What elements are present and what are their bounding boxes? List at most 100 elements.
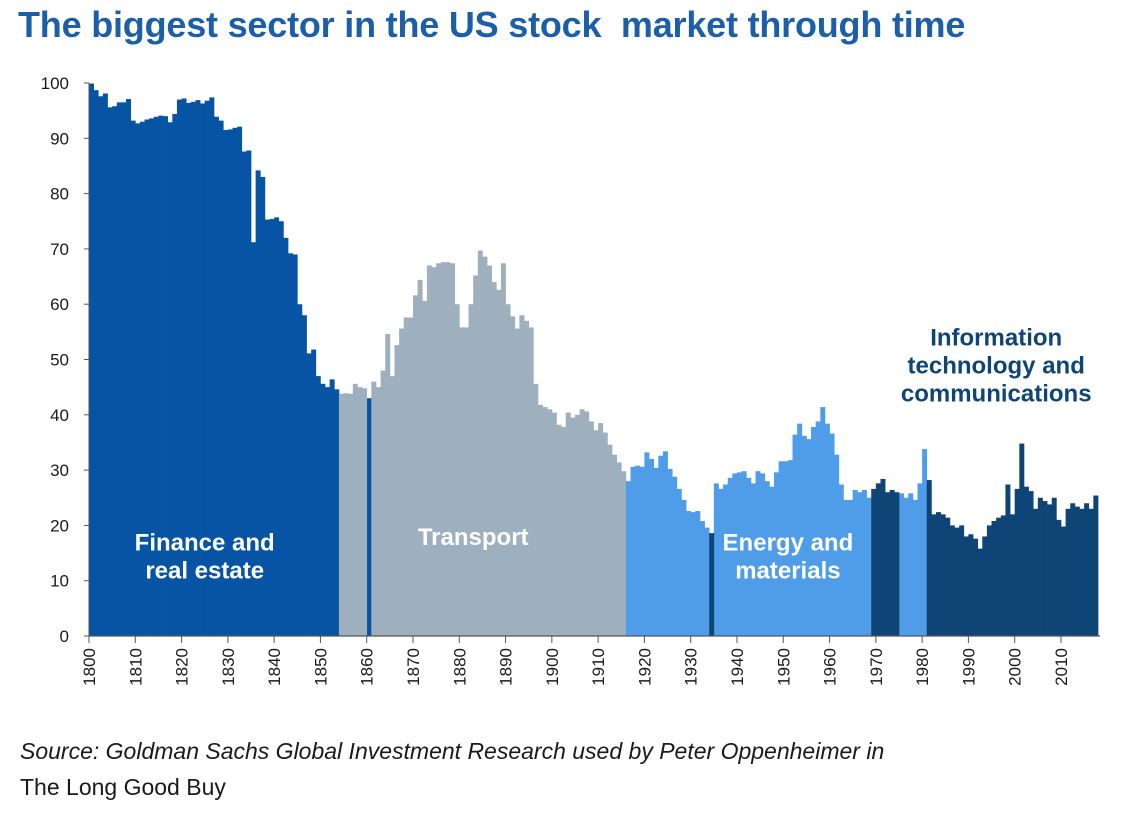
bar-finance-1802 <box>98 96 104 636</box>
bar-finance-1833 <box>241 151 247 636</box>
y-tick-label-70: 70 <box>50 240 69 259</box>
bar-energy-1980 <box>922 449 928 636</box>
bar-tech-1934 <box>709 533 715 636</box>
bar-tech-2013 <box>1074 506 1080 636</box>
bar-transport-1867 <box>399 328 405 636</box>
x-tick-label-1860: 1860 <box>358 648 377 686</box>
sector-labels-layer: Finance and real estate Transport Energy an… <box>135 325 1092 585</box>
bar-energy-1924 <box>662 451 668 636</box>
bar-tech-1988 <box>959 525 965 636</box>
x-tick-label-1820: 1820 <box>173 648 192 686</box>
bar-finance-1817 <box>167 122 173 636</box>
sector-label-finance: Finance and real estate <box>135 529 275 584</box>
bar-finance-1813 <box>149 118 155 636</box>
bar-transport-1880 <box>459 327 465 636</box>
bar-transport-1870 <box>412 295 418 636</box>
bar-finance-1809 <box>130 120 136 637</box>
bar-tech-1972 <box>885 492 891 636</box>
bar-finance-1844 <box>292 254 298 636</box>
bar-tech-1996 <box>996 517 1002 636</box>
bar-transport-1908 <box>588 421 594 636</box>
bar-energy-1948 <box>774 472 779 636</box>
bar-finance-1803 <box>102 93 108 636</box>
bar-transport-1863 <box>380 370 386 636</box>
y-tick-label-60: 60 <box>50 295 69 314</box>
bar-finance-1811 <box>139 121 145 636</box>
bar-finance-1815 <box>158 115 164 636</box>
bar-transport-1888 <box>496 289 502 636</box>
bar-transport-1915 <box>621 471 627 636</box>
bar-energy-1979 <box>917 483 923 636</box>
bar-energy-1938 <box>727 477 733 636</box>
bar-energy-1926 <box>672 476 678 636</box>
bar-tech-1997 <box>1000 515 1006 636</box>
bar-finance-1860 <box>366 398 372 636</box>
x-tick-label-1970: 1970 <box>867 648 886 686</box>
bar-energy-1944 <box>755 471 761 636</box>
bar-transport-1887 <box>491 282 497 636</box>
bar-energy-1956 <box>811 426 817 636</box>
bar-tech-2005 <box>1037 497 1043 636</box>
bar-finance-1828 <box>218 120 224 637</box>
bar-transport-1896 <box>533 383 539 636</box>
bar-finance-1818 <box>172 113 178 637</box>
bar-energy-1917 <box>630 466 636 636</box>
bar-tech-1981 <box>926 480 932 636</box>
bar-transport-1878 <box>450 263 455 636</box>
bar-transport-1910 <box>598 423 604 636</box>
bar-energy-1967 <box>861 490 867 636</box>
x-tick-label-1810: 1810 <box>126 648 145 686</box>
bar-tech-2017 <box>1093 495 1099 636</box>
bar-transport-1869 <box>408 317 414 636</box>
bar-finance-1842 <box>283 237 289 636</box>
bar-transport-1854 <box>338 393 344 636</box>
bar-energy-1946 <box>764 481 770 636</box>
bar-transport-1859 <box>362 388 368 636</box>
y-tick-label-40: 40 <box>50 406 69 425</box>
bar-energy-1933 <box>704 527 710 636</box>
x-tick-label-1850: 1850 <box>311 648 330 686</box>
bar-energy-1916 <box>625 481 631 636</box>
bar-finance-1806 <box>116 102 122 637</box>
bar-energy-1953 <box>797 423 803 636</box>
bar-transport-1862 <box>375 387 381 636</box>
bar-finance-1810 <box>135 123 141 637</box>
bar-transport-1871 <box>417 279 423 636</box>
bar-finance-1849 <box>315 376 321 636</box>
bar-finance-1801 <box>93 90 99 636</box>
bar-energy-1950 <box>783 461 789 636</box>
bar-tech-1999 <box>1010 514 1016 636</box>
bar-finance-1846 <box>301 315 307 636</box>
bar-energy-1960 <box>829 433 835 636</box>
bar-finance-1839 <box>269 219 275 637</box>
bar-tech-2014 <box>1079 508 1085 636</box>
bar-transport-1883 <box>473 275 479 636</box>
bar-finance-1822 <box>190 101 196 637</box>
x-tick-label-1830: 1830 <box>219 648 238 686</box>
bar-energy-1952 <box>792 434 798 636</box>
bar-transport-1873 <box>426 265 432 636</box>
bar-finance-1819 <box>176 99 182 637</box>
bar-energy-1940 <box>736 472 742 636</box>
bar-finance-1827 <box>213 116 219 637</box>
x-tick-label-2000: 2000 <box>1006 648 1025 686</box>
x-tick-label-1950: 1950 <box>774 648 793 686</box>
bar-tech-1973 <box>889 490 895 636</box>
bar-tech-1995 <box>991 520 997 636</box>
bar-transport-1879 <box>454 304 460 636</box>
bar-energy-1965 <box>852 490 858 636</box>
bar-finance-1841 <box>278 221 284 636</box>
bar-transport-1866 <box>394 345 400 636</box>
bar-finance-1835 <box>251 242 256 636</box>
bar-transport-1909 <box>593 430 599 636</box>
bar-transport-1885 <box>482 256 488 636</box>
bar-finance-1848 <box>311 349 317 636</box>
bar-tech-1986 <box>949 525 955 636</box>
bar-finance-1838 <box>264 219 270 636</box>
bar-finance-1843 <box>288 253 293 636</box>
bar-energy-1954 <box>801 435 807 636</box>
bar-transport-1912 <box>607 444 613 636</box>
bar-finance-1845 <box>297 304 303 636</box>
bar-tech-1994 <box>986 525 992 636</box>
bar-energy-1949 <box>778 461 784 636</box>
